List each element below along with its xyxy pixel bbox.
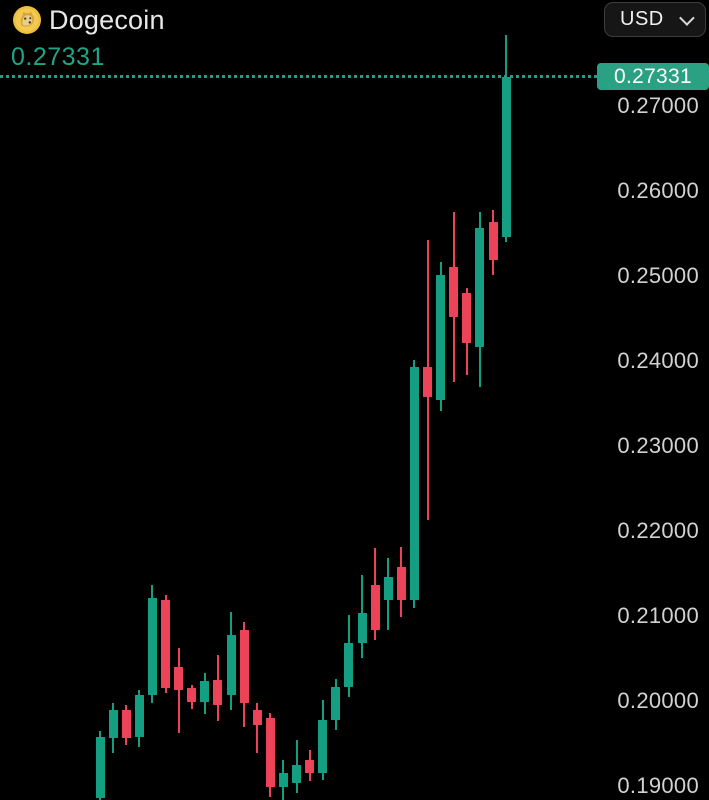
price-axis-label: 0.20000 — [617, 688, 699, 713]
candle-up — [226, 635, 236, 695]
candle-down — [213, 679, 223, 706]
candle-up — [383, 576, 393, 600]
price-axis-label: 0.21000 — [617, 603, 699, 628]
candle-down — [449, 266, 459, 317]
last-price-badge: 0.27331 — [597, 63, 709, 91]
candle-up — [475, 228, 485, 348]
candle-up — [331, 687, 341, 721]
candle-up — [436, 275, 446, 400]
dogecoin-icon — [13, 6, 41, 34]
candle-down — [396, 567, 406, 600]
candle-down — [423, 366, 432, 397]
candle-wick — [177, 648, 180, 734]
candle-up — [200, 681, 210, 702]
candle-down — [121, 710, 131, 739]
candle-up — [108, 710, 118, 739]
currency-select-button[interactable]: USD — [604, 2, 706, 37]
price-axis-label: 0.22000 — [617, 518, 699, 543]
chevron-down-icon — [679, 10, 695, 26]
price-axis-label: 0.27000 — [617, 93, 699, 118]
candle-down — [174, 666, 184, 690]
candle-up — [278, 773, 288, 787]
currency-label: USD — [620, 8, 664, 30]
candle-down — [462, 292, 472, 343]
candle-up — [501, 76, 511, 238]
price-axis-label: 0.26000 — [617, 178, 699, 203]
candle-up — [344, 643, 354, 688]
price-axis-label: 0.19000 — [617, 773, 699, 798]
chart-canvas[interactable] — [0, 0, 595, 800]
last-price-line — [0, 75, 597, 79]
candle-up — [409, 366, 419, 600]
price-axis-label: 0.23000 — [617, 433, 699, 458]
candle-up — [292, 764, 301, 784]
candle-down — [161, 599, 170, 689]
candle-up — [95, 737, 105, 798]
candle-down — [488, 222, 498, 260]
candle-down — [370, 585, 380, 631]
candle-up — [134, 694, 144, 738]
candle-down — [305, 760, 315, 774]
price-axis-label: 0.25000 — [617, 263, 699, 288]
candle-up — [147, 598, 157, 695]
candle-up — [318, 720, 328, 774]
candle-down — [252, 710, 262, 725]
current-price-label: 0.27331 — [11, 43, 105, 71]
candle-wick — [256, 703, 259, 753]
price-axis-label: 0.24000 — [617, 348, 699, 373]
candle-down — [187, 688, 197, 702]
candle-down — [265, 717, 275, 787]
candle-up — [357, 613, 367, 644]
candle-down — [239, 630, 249, 704]
page-title: Dogecoin — [49, 5, 165, 35]
